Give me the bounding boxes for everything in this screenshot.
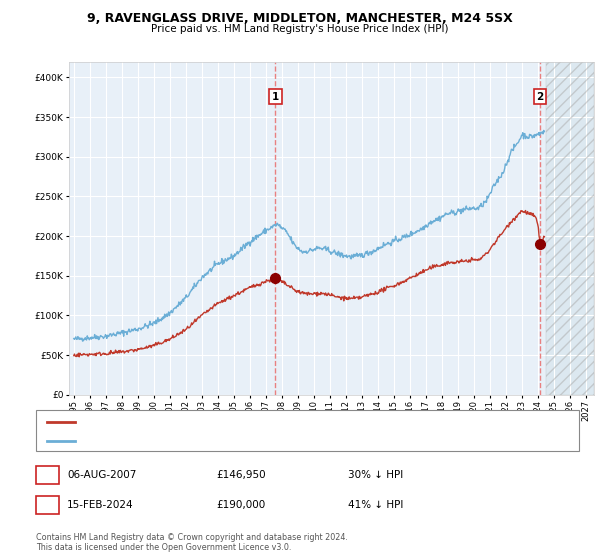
Text: 15-FEB-2024: 15-FEB-2024	[67, 500, 134, 510]
Text: This data is licensed under the Open Government Licence v3.0.: This data is licensed under the Open Gov…	[36, 543, 292, 552]
Text: 1: 1	[44, 470, 51, 480]
Text: 1: 1	[272, 92, 279, 101]
Text: 41% ↓ HPI: 41% ↓ HPI	[348, 500, 403, 510]
Text: 30% ↓ HPI: 30% ↓ HPI	[348, 470, 403, 480]
Text: £190,000: £190,000	[216, 500, 265, 510]
Text: £146,950: £146,950	[216, 470, 266, 480]
Bar	[546, 62, 594, 395]
Bar	[546, 62, 594, 395]
Text: 2: 2	[536, 92, 544, 101]
Text: Price paid vs. HM Land Registry's House Price Index (HPI): Price paid vs. HM Land Registry's House …	[151, 24, 449, 34]
Text: 9, RAVENGLASS DRIVE, MIDDLETON, MANCHESTER, M24 5SX: 9, RAVENGLASS DRIVE, MIDDLETON, MANCHEST…	[87, 12, 513, 25]
Text: HPI: Average price, detached house, Rochdale: HPI: Average price, detached house, Roch…	[81, 436, 290, 445]
Text: Contains HM Land Registry data © Crown copyright and database right 2024.: Contains HM Land Registry data © Crown c…	[36, 533, 348, 542]
Text: 2: 2	[44, 500, 51, 510]
Text: 06-AUG-2007: 06-AUG-2007	[67, 470, 137, 480]
Text: 9, RAVENGLASS DRIVE, MIDDLETON, MANCHESTER, M24 5SX (detached house): 9, RAVENGLASS DRIVE, MIDDLETON, MANCHEST…	[81, 417, 437, 426]
